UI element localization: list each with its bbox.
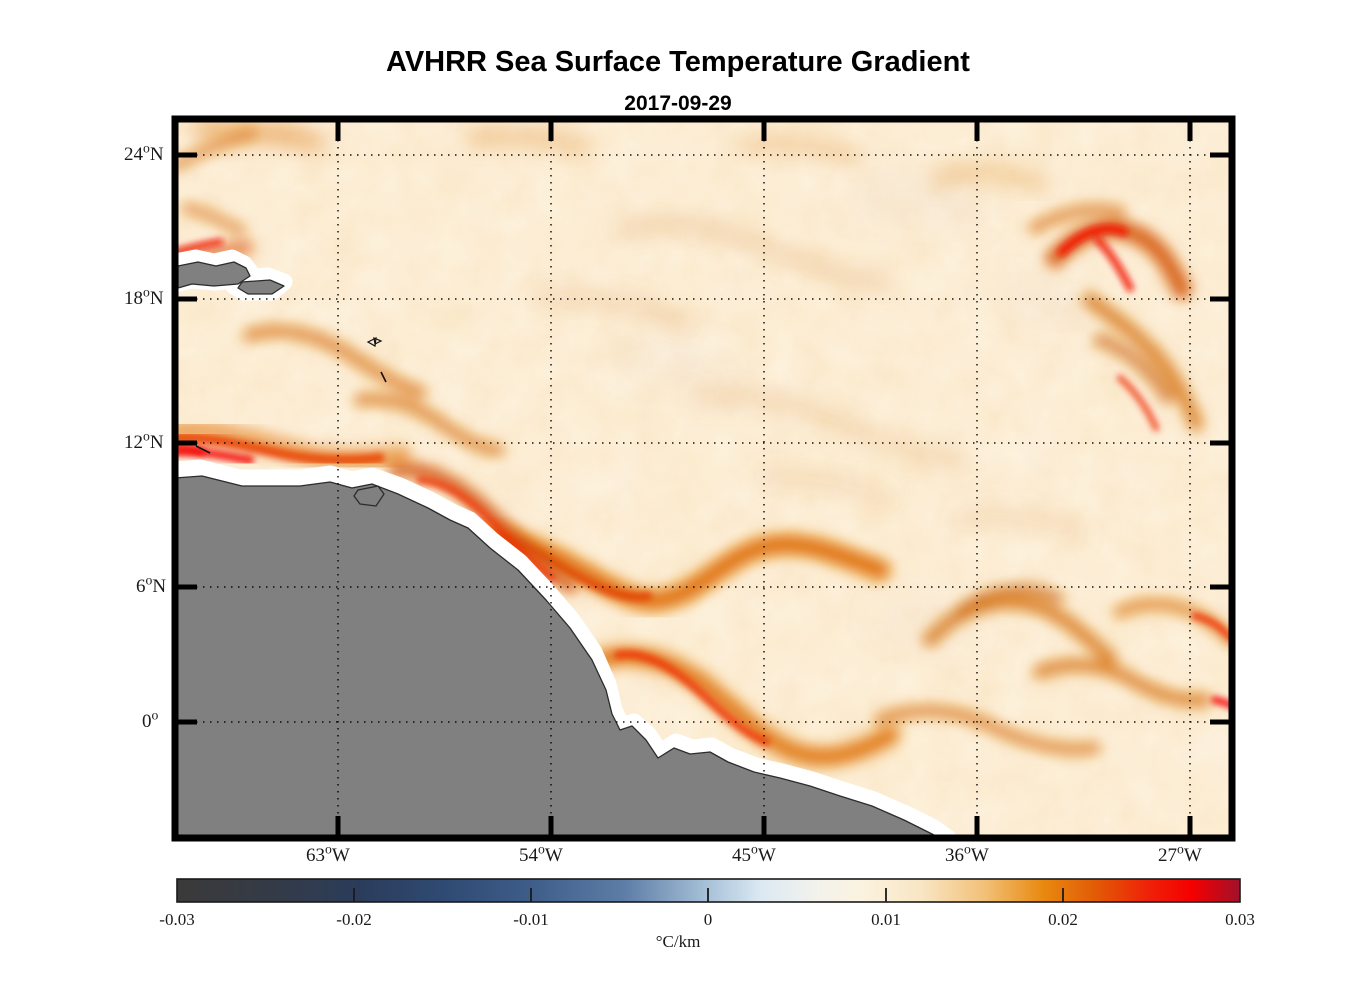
- y-tick-label-12n: 12oN: [124, 428, 164, 453]
- x-tick-label-54w: 54oW: [519, 841, 563, 866]
- colorbar-tick-label-4: 0.01: [871, 910, 901, 929]
- x-tick-label-36w: 36oW: [945, 841, 989, 866]
- colorbar-tick-label-6: 0.03: [1225, 910, 1255, 929]
- colorbar-tick-label-0: -0.03: [159, 910, 195, 929]
- colorbar-tick-label-3: 0: [703, 910, 713, 929]
- colorbar-units-label: °C/km: [655, 932, 701, 951]
- colorbar-tick-label-5: 0.02: [1048, 910, 1078, 929]
- y-tick-label-24n: 24oN: [124, 140, 164, 165]
- y-tick-label-0: 0o: [142, 707, 159, 732]
- axis-ticks: [175, 119, 1232, 838]
- annotation-marks: [195, 336, 387, 454]
- colorbar-tick-label-2: -0.01: [513, 910, 549, 929]
- x-tick-label-45w: 45oW: [732, 841, 776, 866]
- land-masses: [175, 249, 957, 838]
- x-tick-label-63w: 63oW: [306, 841, 350, 866]
- colorbar: [176, 878, 1241, 903]
- y-tick-label-6n: 6oN: [136, 572, 167, 597]
- page-title: AVHRR Sea Surface Temperature Gradient: [386, 46, 970, 78]
- colorbar-tick-label-1: -0.02: [336, 910, 372, 929]
- x-tick-label-27w: 27oW: [1158, 841, 1202, 866]
- page-subtitle: 2017-09-29: [624, 92, 732, 115]
- y-tick-label-18n: 18oN: [124, 284, 164, 309]
- plot-frame: [171, 115, 1236, 842]
- gridlines: [175, 119, 1232, 838]
- gradient-field: [175, 119, 1232, 838]
